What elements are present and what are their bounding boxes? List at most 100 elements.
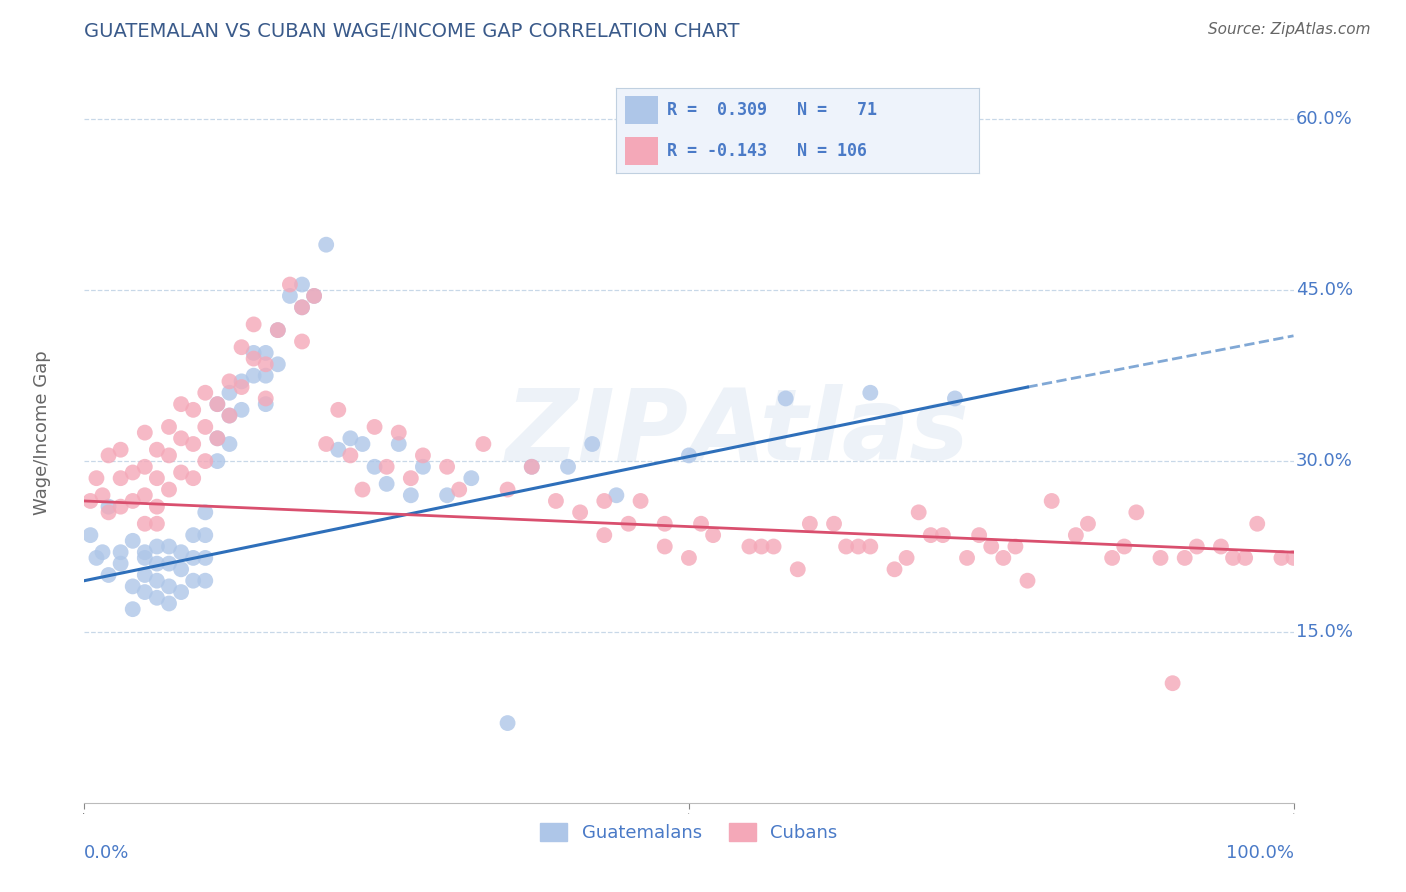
Point [593,494,616,508]
Point [218,409,240,423]
Point [702,528,724,542]
Point [436,459,458,474]
Text: ZIP: ZIP [506,384,689,481]
Point [134,425,156,440]
Point [146,500,169,514]
Point [775,392,797,406]
Point [254,392,277,406]
Point [581,437,603,451]
Point [194,550,217,565]
Point [97,568,120,582]
Point [1161,676,1184,690]
Point [207,397,229,411]
Point [520,459,543,474]
Point [121,602,143,616]
Point [835,540,858,554]
Point [932,528,955,542]
Point [738,540,761,554]
Point [762,540,785,554]
Point [943,392,966,406]
Point [956,550,979,565]
Point [328,442,350,457]
Point [1077,516,1099,531]
Point [339,449,361,463]
Point [1234,550,1257,565]
Point [231,340,253,354]
Point [170,585,193,599]
Point [79,528,101,542]
Point [1222,550,1244,565]
Point [231,375,253,389]
Point [291,277,314,292]
Point [97,449,120,463]
Point [278,289,301,303]
Point [231,380,253,394]
Point [97,500,120,514]
Point [278,277,301,292]
Point [134,545,156,559]
Point [157,483,180,497]
Point [146,516,169,531]
Point [339,431,361,445]
Text: 0.0%: 0.0% [84,844,129,862]
Point [690,516,713,531]
Point [194,528,217,542]
Point [146,442,169,457]
Point [302,289,325,303]
Point [1114,540,1136,554]
Point [267,323,290,337]
Point [993,550,1015,565]
Point [291,301,314,315]
Point [218,385,240,400]
Point [254,368,277,383]
Point [388,425,411,440]
Text: 60.0%: 60.0% [1296,111,1353,128]
Point [194,574,217,588]
Text: 30.0%: 30.0% [1296,452,1353,470]
Point [1101,550,1123,565]
Point [170,431,193,445]
Point [121,579,143,593]
Point [1185,540,1208,554]
Text: Wage/Income Gap: Wage/Income Gap [32,351,51,515]
Point [449,483,471,497]
Point [1017,574,1039,588]
Point [134,568,156,582]
Point [267,357,290,371]
Legend: Guatemalans, Cubans: Guatemalans, Cubans [533,815,845,849]
Point [1282,550,1305,565]
Point [1174,550,1197,565]
Point [799,516,821,531]
Point [1125,505,1147,519]
Point [375,476,398,491]
Point [1004,540,1026,554]
Point [218,409,240,423]
Point [242,346,264,360]
Point [846,540,869,554]
Point [194,454,217,468]
Point [110,500,132,514]
Point [86,550,108,565]
Point [254,346,277,360]
Point [146,557,169,571]
Point [110,545,132,559]
Point [302,289,325,303]
Point [472,437,495,451]
Point [207,431,229,445]
Point [157,449,180,463]
Point [605,488,627,502]
Point [181,574,204,588]
Point [1209,540,1232,554]
Point [157,597,180,611]
Point [363,420,385,434]
Point [1149,550,1171,565]
Text: Source: ZipAtlas.com: Source: ZipAtlas.com [1208,22,1371,37]
Point [544,494,567,508]
Point [786,562,808,576]
Point [134,585,156,599]
Point [134,488,156,502]
Point [1270,550,1292,565]
Point [678,550,700,565]
Point [242,318,264,332]
Point [399,488,422,502]
